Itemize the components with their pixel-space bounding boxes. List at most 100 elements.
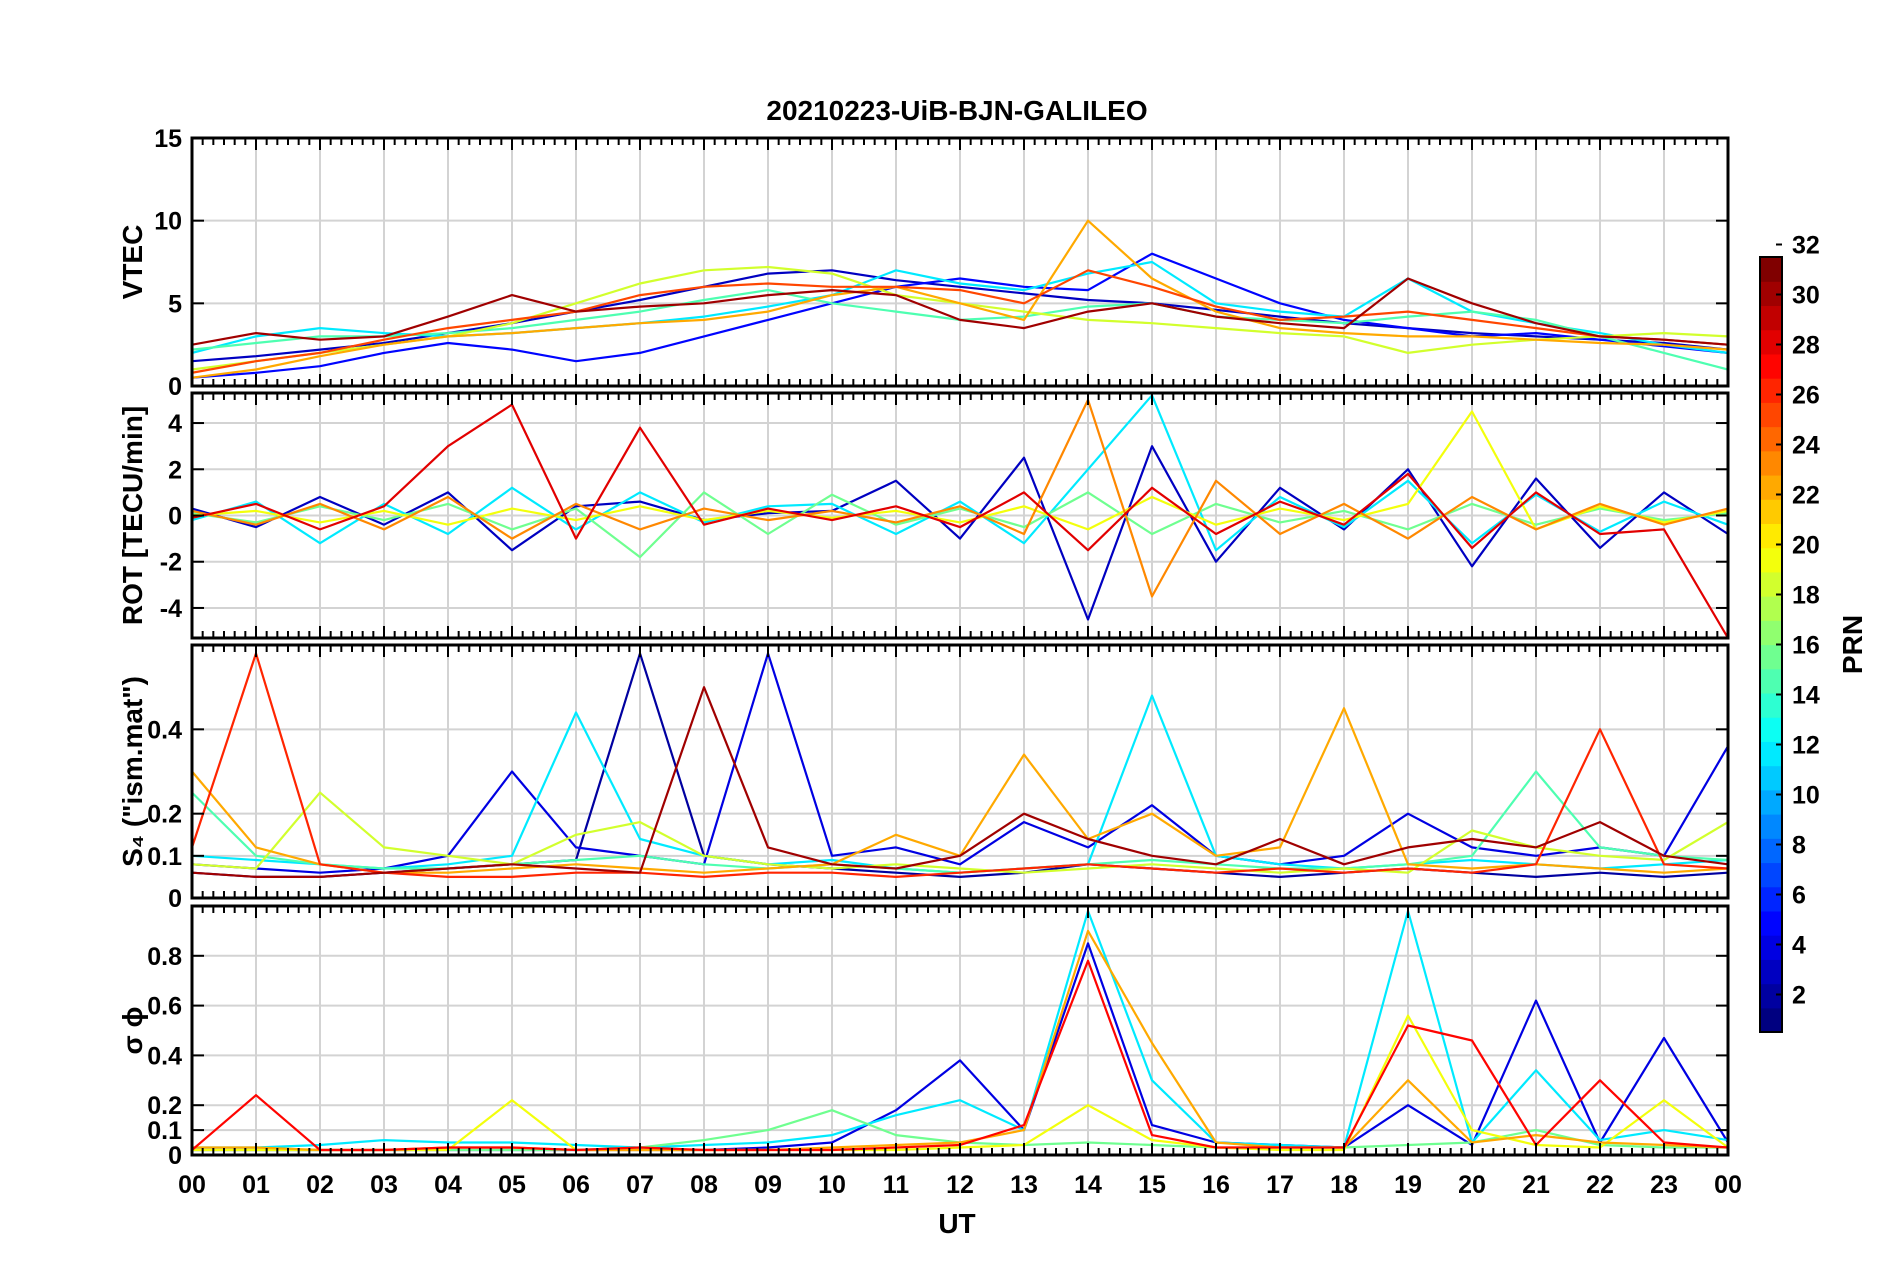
colorbar-tick-label: 18 bbox=[1792, 582, 1820, 610]
y-tick-label: 0.4 bbox=[147, 716, 182, 744]
x-tick-label: 11 bbox=[883, 1171, 910, 1199]
x-tick-label: 19 bbox=[1394, 1171, 1422, 1199]
x-tick-label: 22 bbox=[1586, 1171, 1614, 1199]
x-tick-label: 20 bbox=[1458, 1171, 1486, 1199]
colorbar-segment bbox=[1760, 426, 1782, 452]
x-tick-label: 01 bbox=[242, 1171, 270, 1199]
colorbar-segment bbox=[1760, 571, 1782, 597]
y-tick-label: 0.1 bbox=[147, 1117, 182, 1145]
colorbar-segment bbox=[1760, 935, 1782, 960]
y-tick-label: 0.2 bbox=[147, 1092, 182, 1120]
colorbar-tick-label: 12 bbox=[1792, 732, 1820, 760]
colorbar-segment bbox=[1760, 450, 1782, 476]
colorbar-segment bbox=[1760, 789, 1782, 815]
panel-sigma_phi: 00.10.2 0.4 0.6 0.8 σ ϕ bbox=[117, 904, 1730, 1170]
colorbar-tick-label: 14 bbox=[1792, 682, 1820, 710]
x-tick-label: 08 bbox=[690, 1171, 718, 1199]
y-axis-label-sigma_phi: σ ϕ bbox=[117, 1007, 148, 1055]
y-tick-label: 0 bbox=[168, 373, 182, 401]
x-tick-label: 04 bbox=[434, 1171, 462, 1199]
colorbar-segment bbox=[1760, 717, 1782, 742]
y-tick-label: 0.2 bbox=[147, 801, 182, 829]
panel-rot: -4 -2 0 2 4 ROT [TECU/min] bbox=[117, 391, 1730, 640]
x-tick-label: 05 bbox=[498, 1171, 526, 1199]
colorbar-segment bbox=[1760, 353, 1782, 379]
y-tick-label: 0.6 bbox=[147, 993, 182, 1021]
series-line-prn-16-rot bbox=[192, 491, 1728, 559]
colorbar-segment bbox=[1760, 547, 1782, 573]
x-ticks-s4 bbox=[191, 645, 1729, 898]
series-group-s4 bbox=[192, 652, 1728, 879]
x-tick-label: 18 bbox=[1330, 1171, 1358, 1199]
series-line-prn-26-vtec bbox=[192, 269, 1728, 374]
y-tick-label: 15 bbox=[154, 125, 182, 153]
series-line-prn-23-vtec bbox=[192, 219, 1728, 379]
y-tick-label: 10 bbox=[154, 208, 182, 236]
y-tick-label: -4 bbox=[160, 595, 182, 623]
x-tick-label: 23 bbox=[1650, 1171, 1678, 1199]
y-tick-label: 0 bbox=[168, 1142, 182, 1170]
y-axis-label-rot: ROT [TECU/min] bbox=[117, 406, 148, 625]
colorbar-segment bbox=[1760, 692, 1782, 718]
series-line-prn-12-rot bbox=[192, 394, 1728, 552]
colorbar-segment bbox=[1760, 281, 1782, 307]
y-tick-label: 0 bbox=[168, 503, 182, 531]
x-tick-label: 14 bbox=[1074, 1171, 1102, 1199]
panel-vtec: 0 5 10 15 VTEC bbox=[117, 125, 1730, 401]
colorbar-segment bbox=[1760, 305, 1782, 331]
x-tick-label: 00 bbox=[1714, 1171, 1742, 1199]
grid-rot bbox=[192, 393, 1728, 638]
colorbar-segment bbox=[1760, 257, 1782, 282]
y-tick-label: 0.1 bbox=[147, 843, 182, 871]
colorbar-segment bbox=[1760, 499, 1782, 525]
x-tick-label: 12 bbox=[946, 1171, 974, 1199]
colorbar-segment bbox=[1760, 886, 1782, 912]
x-tick-label: 03 bbox=[370, 1171, 398, 1199]
series-line-prn-27-s4 bbox=[192, 652, 1728, 879]
x-tick-label: 13 bbox=[1010, 1171, 1038, 1199]
y-axis-label-vtec: VTEC bbox=[117, 225, 148, 300]
series-line-prn-31-vtec bbox=[192, 277, 1728, 346]
colorbar-segment bbox=[1760, 329, 1782, 355]
x-ticks-sigma_phi bbox=[191, 906, 1729, 1155]
y-tick-label: 4 bbox=[168, 410, 182, 438]
series-line-prn-24-rot bbox=[192, 398, 1728, 598]
colorbar-tick-label: 22 bbox=[1792, 482, 1820, 510]
x-tick-label: 07 bbox=[626, 1171, 654, 1199]
series-line-prn-3-rot bbox=[192, 445, 1728, 621]
x-tick-label: 21 bbox=[1522, 1171, 1550, 1199]
series-line-prn-19-s4 bbox=[192, 791, 1728, 874]
colorbar-segment bbox=[1760, 765, 1782, 791]
colorbar-segment bbox=[1760, 668, 1782, 694]
x-tick-label: 15 bbox=[1138, 1171, 1166, 1199]
y-tick-label: 5 bbox=[168, 290, 182, 318]
colorbar-segment bbox=[1760, 910, 1782, 936]
colorbar-tick-label: 4 bbox=[1792, 932, 1806, 960]
colorbar-segment bbox=[1760, 620, 1782, 646]
colorbar-segment bbox=[1760, 523, 1782, 549]
series-line-prn-31-s4 bbox=[192, 686, 1728, 879]
y-tick-label: 0 bbox=[168, 885, 182, 913]
figure-title: 20210223-UiB-BJN-GALILEO bbox=[766, 95, 1147, 126]
colorbar-tick-label: 30 bbox=[1792, 282, 1820, 310]
x-tick-label: 10 bbox=[818, 1171, 846, 1199]
colorbar-tick-label: 16 bbox=[1792, 632, 1820, 660]
x-tick-label: 09 bbox=[754, 1171, 782, 1199]
x-ticks-rot bbox=[191, 393, 1729, 638]
colorbar-segment bbox=[1760, 959, 1782, 985]
y-tick-label: 0.4 bbox=[147, 1042, 182, 1070]
colorbar-tick-label: 10 bbox=[1792, 782, 1820, 810]
y-tick-label: 2 bbox=[168, 456, 182, 484]
series-group-rot bbox=[192, 394, 1728, 638]
x-ticks-vtec bbox=[191, 138, 1729, 386]
colorbar-segment bbox=[1760, 596, 1782, 621]
colorbar-tick-label: 20 bbox=[1792, 532, 1820, 560]
colorbar-segment bbox=[1760, 862, 1782, 888]
colorbar-tick-label: 26 bbox=[1792, 382, 1820, 410]
colorbar-segment bbox=[1760, 983, 1782, 1009]
colorbar-tick-label: 24 bbox=[1792, 432, 1820, 460]
colorbar-tick-label: 28 bbox=[1792, 332, 1820, 360]
x-tick-label: 02 bbox=[306, 1171, 334, 1199]
